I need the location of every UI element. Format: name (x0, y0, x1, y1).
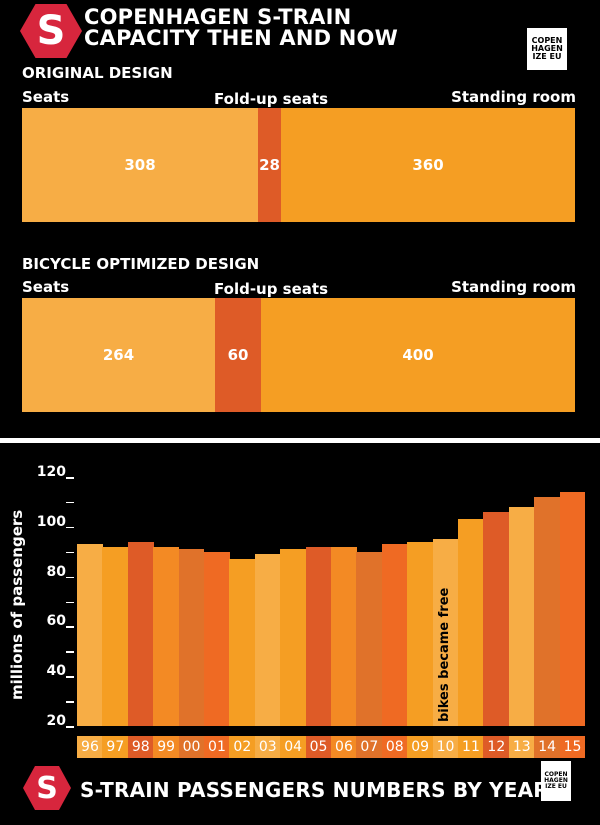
bar-04 (280, 549, 307, 726)
x-tick-label: 12 (483, 736, 510, 758)
x-tick-label: 07 (356, 736, 383, 758)
annotation-bikes-free: bikes became free (437, 587, 453, 722)
fold-up-segment: 60 (215, 298, 261, 412)
fold-up-label: Fold-up seats (214, 280, 329, 298)
seats-label: Seats (22, 278, 70, 296)
y-tick-label: 100 (36, 513, 66, 530)
bar-15 (559, 491, 586, 726)
copenhagenize-logo: COPEN HAGEN IZE EU (527, 28, 567, 70)
brand-logo-text: COPEN HAGEN IZE EU (531, 36, 563, 61)
y-tick-mark (66, 477, 74, 479)
y-tick-label: 80 (46, 563, 66, 580)
bar-97 (102, 546, 129, 726)
bicycle-design-heading: BICYCLE OPTIMIZED DESIGN (22, 255, 260, 273)
x-tick-label: 99 (153, 736, 180, 758)
bar-14 (534, 496, 561, 726)
x-tick-label: 00 (178, 736, 205, 758)
bar-06 (331, 546, 357, 726)
x-tick-label: 14 (534, 736, 561, 758)
bar-08 (381, 544, 408, 726)
y-axis-label: millions of passengers (8, 509, 26, 700)
s-train-logo: S (20, 4, 82, 58)
bar-09 (407, 541, 434, 726)
y-tick-label: 40 (46, 663, 66, 680)
seats-label: Seats (22, 88, 70, 106)
x-tick-label: 98 (127, 736, 154, 758)
y-tick-mark (66, 651, 74, 653)
x-tick-label: 10 (432, 736, 459, 758)
x-tick-label: 97 (102, 736, 129, 758)
chart-title: S-TRAIN PASSENGERS NUMBERS BY YEAR (80, 778, 549, 802)
y-tick-mark (66, 501, 74, 504)
logo-letter: S (36, 770, 58, 806)
seats-segment: 308 (22, 108, 258, 222)
bar-01 (204, 551, 230, 726)
bar-00 (178, 549, 205, 726)
bar-13 (508, 506, 535, 726)
bar-03 (254, 554, 281, 726)
bar-99 (153, 546, 180, 726)
x-tick-label: 13 (508, 736, 535, 758)
copenhagenize-logo: COPEN HAGEN IZE EU (541, 761, 571, 801)
y-tick-mark (66, 726, 74, 728)
standing-segment: 400 (261, 298, 575, 412)
x-tick-label: 11 (458, 736, 484, 758)
y-tick-mark (66, 676, 74, 678)
s-train-logo: S (23, 766, 71, 810)
x-tick-label: 96 (77, 736, 103, 758)
fold-up-segment: 28 (258, 108, 281, 222)
fold-up-label: Fold-up seats (214, 90, 329, 108)
y-tick-label: 120 (36, 464, 66, 480)
bar-05 (305, 546, 332, 726)
y-tick-mark (66, 701, 74, 703)
section-divider (0, 438, 600, 443)
x-tick-label: 09 (407, 736, 434, 758)
bar-96 (77, 544, 103, 726)
x-tick-label: 05 (305, 736, 332, 758)
bar-11 (458, 519, 484, 726)
bar-02 (229, 559, 256, 726)
bar-98 (127, 541, 154, 726)
page-title: COPENHAGEN S-TRAIN CAPACITY THEN AND NOW (84, 7, 398, 49)
logo-letter: S (36, 8, 66, 54)
y-tick-mark (66, 526, 74, 529)
x-tick-label: 08 (381, 736, 408, 758)
y-tick-label: 20 (46, 713, 66, 729)
standing-label: Standing room (451, 278, 576, 296)
standing-label: Standing room (451, 88, 576, 106)
x-tick-label: 01 (204, 736, 230, 758)
seats-segment: 264 (22, 298, 215, 412)
x-tick-label: 15 (559, 736, 586, 758)
y-tick-mark (66, 626, 74, 628)
y-tick-mark (66, 601, 74, 603)
x-tick-label: 02 (229, 736, 256, 758)
y-tick-mark (66, 576, 74, 579)
bar-07 (356, 551, 383, 726)
bar-10 (432, 539, 459, 726)
y-tick-mark (66, 551, 74, 554)
original-design-heading: ORIGINAL DESIGN (22, 64, 173, 82)
y-tick-label: 60 (46, 613, 66, 630)
brand-logo-text: COPEN HAGEN IZE EU (544, 771, 568, 790)
x-tick-label: 06 (331, 736, 357, 758)
standing-segment: 360 (281, 108, 575, 222)
title-line-2: CAPACITY THEN AND NOW (84, 26, 398, 50)
bar-12 (483, 511, 510, 726)
title-line-1: COPENHAGEN S-TRAIN (84, 5, 352, 29)
x-tick-label: 04 (280, 736, 307, 758)
x-tick-label: 03 (254, 736, 281, 758)
